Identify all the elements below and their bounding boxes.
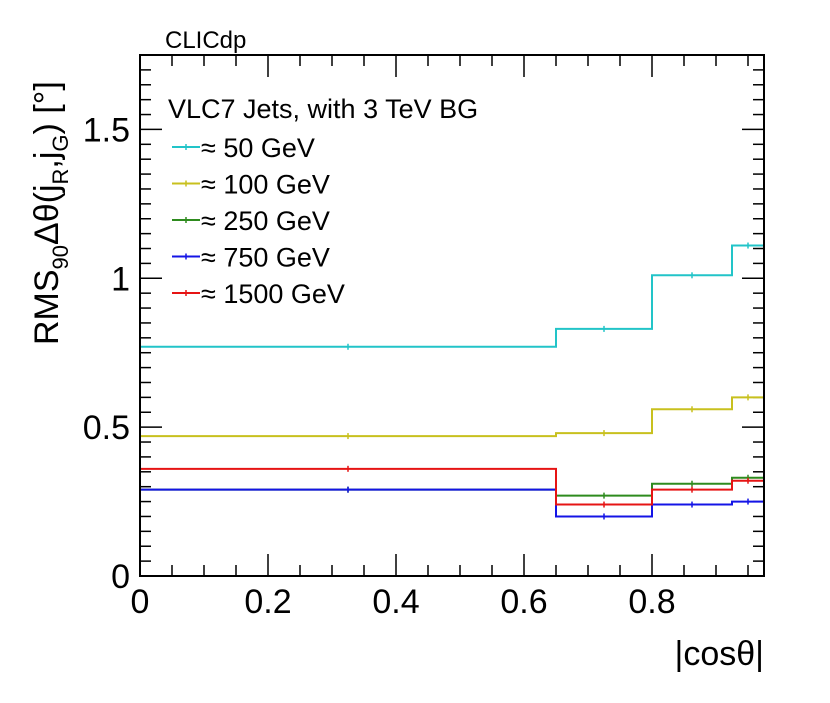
legend-entry-label: ≈ 50 GeV xyxy=(201,133,315,163)
x-axis-title: |cosθ| xyxy=(675,635,764,673)
legend-title: VLC7 Jets, with 3 TeV BG xyxy=(168,94,478,124)
rms-angle-chart: 0 0.2 0.4 0.6 0.8 0 0.5 1 1.5 CLICdp |cosθ| RMS9… xyxy=(0,0,830,703)
legend-entry-label: ≈ 250 GeV xyxy=(201,206,330,236)
y-title-delta: Δθ(j xyxy=(28,184,66,245)
y-tick-label: 0.5 xyxy=(83,409,130,447)
x-tick-label: 0.8 xyxy=(628,583,675,621)
x-tick-label: 0.6 xyxy=(500,583,547,621)
x-tick-label: 0.4 xyxy=(372,583,419,621)
y-title-main: RMS xyxy=(28,269,66,345)
legend-entry-label: ≈ 1500 GeV xyxy=(201,279,345,309)
y-tick-label: 1 xyxy=(111,260,130,298)
y-title-comma: ,j xyxy=(28,152,66,169)
x-tick-label: 0 xyxy=(131,583,150,621)
y-tick-label: 0 xyxy=(111,558,130,596)
y-tick-label: 1.5 xyxy=(83,111,130,149)
x-tick-label: 0.2 xyxy=(244,583,291,621)
y-title-unit: ) [°] xyxy=(28,81,66,134)
y-title-subR: R xyxy=(48,169,73,185)
y-title-sub90: 90 xyxy=(48,245,73,269)
legend-entry-label: ≈ 100 GeV xyxy=(201,170,330,200)
legend-entry-label: ≈ 750 GeV xyxy=(201,243,330,273)
y-title-subG: G xyxy=(48,134,73,151)
watermark-label: CLICdp xyxy=(165,27,246,54)
